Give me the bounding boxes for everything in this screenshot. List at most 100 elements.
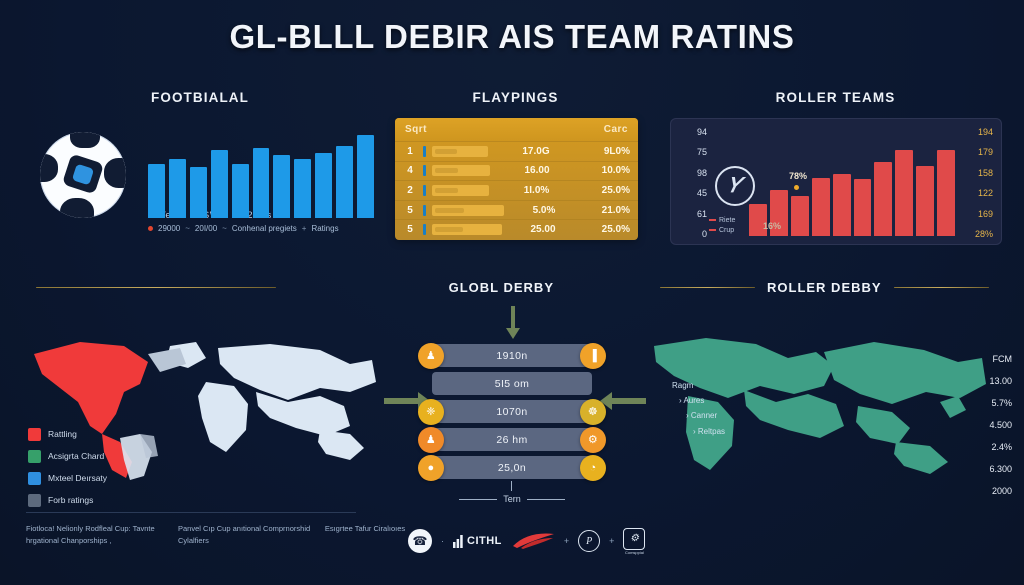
world-map-ratings (20, 330, 380, 480)
laurel-wreath-icon[interactable]: ❈ (418, 398, 444, 425)
football-bar-1 (168, 158, 186, 218)
section-label-roller-debby: ROLLER DEBBY (767, 280, 882, 295)
divider-rd-right (893, 286, 989, 289)
unreal-u-logo: 𝛶 (715, 166, 755, 206)
logo-caption: Comsppial (624, 549, 644, 555)
table-row[interactable]: 2 1I.0% 25.0% (395, 180, 638, 200)
roller-axis-right: 194 179 158 122 169 28% (963, 127, 993, 239)
roller-teams-panel: ROLLER TEAMS 94 75 98 45 61 0 194 179 158 122 169… (658, 90, 1013, 248)
row-tick (423, 165, 426, 177)
row-pct: 25.0% (601, 224, 630, 236)
axis-left-tick-4: 61 (696, 208, 707, 219)
center-stack-row[interactable]: ♟ 26 hm ⚙ (418, 426, 606, 453)
football-bar-10 (357, 135, 374, 218)
globe-icon[interactable]: ◔ (580, 454, 606, 481)
footer-col-1: Panvel Cıp Cup anıtional Comprnorshid Cy… (178, 524, 311, 546)
row-pct: 21.0% (601, 204, 630, 216)
map-pin-icon[interactable]: ● (418, 454, 444, 481)
page-title: GL-BLLL DEBIR AIS TEAM RATINS (229, 18, 795, 55)
legend-label: Acsigrta Chard (48, 451, 105, 462)
row-bar (432, 165, 490, 177)
roller-teams-chart: 94 75 98 45 61 0 194 179 158 122 169 28% 𝛶 Riete C… (670, 118, 1002, 245)
roller-bar-5 (853, 179, 872, 236)
roller-bar-2 (790, 196, 809, 236)
axis-right-tick-1: 179 (977, 147, 993, 158)
divider-left (36, 286, 276, 289)
roller-annotation-high: 78% (789, 171, 808, 181)
table-row[interactable]: 1 17.0G 9L0% (395, 141, 638, 161)
football-heading: FOOTBIALAL (151, 90, 249, 105)
tern-axis-label: Tern (432, 494, 592, 504)
row-value: 16.00 (524, 165, 550, 177)
axis-right-tick-5: 28% (974, 228, 993, 239)
center-stack-row[interactable]: ● 25,0n ◔ (418, 454, 606, 481)
axis-right-tick-0: 194 (977, 127, 993, 137)
row-rank: 4 (407, 165, 413, 177)
soccer-ball-icon (40, 132, 126, 218)
row-value: 5.0% (532, 204, 556, 216)
flaypings-panel: FLAYPINGS Sqrt Carc 1 17.0G 9L0% 4 16.00 10.0… (383, 90, 648, 245)
football-bar-4 (231, 164, 249, 218)
row-tick (423, 145, 426, 157)
center-metric-stack: ♟ 1910n ▐ 5I5 om ❈ 1070n ☸ ♟ 26 hm ⚙ ● 25,0n ◔ (418, 342, 606, 484)
right-map-value-2: 5.7% (991, 398, 1012, 409)
row-bar (432, 204, 504, 216)
football-bar-9 (336, 146, 354, 218)
row-bar (432, 224, 502, 236)
football-bar-6 (273, 155, 291, 218)
center-stack-row[interactable]: ♟ 1910n ▐ (418, 342, 606, 369)
axis-right-tick-4: 169 (977, 208, 993, 219)
right-map-values: FCM 13.00 5.7% 4.500 2.4% 6.300 2000 (989, 348, 1012, 502)
right-map-value-0: FCM (992, 354, 1013, 364)
gear-seal-block: ⚙ Comsppial (623, 527, 646, 555)
emblem-icon[interactable]: ☸ (580, 398, 606, 425)
separator-plus-2: + (609, 536, 615, 546)
football-bar-chart (148, 128, 374, 218)
center-stack-row[interactable]: ❈ 1070n ☸ (418, 398, 606, 425)
right-map-label-0: Ragm (672, 381, 694, 390)
legend-dash-2: ~ (222, 224, 227, 233)
tern-line-right (526, 499, 565, 501)
flaypings-table[interactable]: Sqrt Carc 1 17.0G 9L0% 4 16.00 10.0% 2 1I.0% 25.… (395, 118, 638, 240)
center-stack-row[interactable]: 5I5 om (432, 372, 592, 395)
roller-bar-series (749, 136, 956, 236)
map-legend-item: Acsigrta Chard (28, 450, 107, 463)
table-row[interactable]: 4 16.00 10.0% (395, 160, 638, 181)
right-map-label-3: › Reltpas (693, 426, 726, 436)
person-badge-icon[interactable]: ♟ (418, 426, 444, 453)
trophy-icon[interactable]: ♟ (418, 342, 444, 369)
legend-label: Forb ratings (48, 495, 94, 506)
football-legend: 29000 ~ 20I/00 ~ Conhenal pregiets + Rat… (148, 224, 388, 233)
cithl-text: CITHL (467, 535, 502, 547)
axis-left-tick-3: 45 (696, 188, 707, 199)
cithl-wordmark: CITHL (453, 534, 502, 548)
section-global-derby: GLOBL DERBY (36, 280, 636, 295)
roller-teams-heading: ROLLER TEAMS (775, 90, 896, 105)
football-legend-1: 20I/00 (194, 224, 218, 233)
row-bar (432, 145, 488, 157)
row-pct: 9L0% (603, 145, 630, 157)
legend-swatch (28, 450, 41, 463)
footer-divider (26, 512, 356, 513)
footer-col-2: Esıgrtee Tafur Ciralıoıes (324, 524, 406, 533)
table-row[interactable]: 5 25.00 25.0% (395, 219, 638, 239)
football-legend-3: Ratings (311, 224, 339, 233)
flaypings-heading: FLAYPINGS (472, 90, 559, 105)
france-flag-icon[interactable]: ▐ (580, 342, 606, 369)
right-map-label-2: › Canner (686, 411, 718, 421)
tern-line-left (459, 499, 498, 501)
table-col-carc: Carc (603, 124, 628, 135)
swoosh-icon (511, 532, 555, 550)
roller-bar-0 (749, 204, 767, 236)
section-roller-debby: ROLLER DEBBY (660, 280, 1000, 295)
gear-icon[interactable]: ⚙ (580, 426, 606, 453)
football-legend-2: Conhenal pregiets (231, 224, 297, 233)
tern-tick (511, 481, 512, 491)
gear-seal-icon: ⚙ (623, 527, 646, 550)
roller-bar-6 (874, 162, 893, 236)
axis-right-tick-3: 122 (977, 188, 993, 199)
center-stack-value: 1070n (496, 405, 528, 418)
roller-bar-1 (769, 190, 788, 236)
table-row[interactable]: 5 5.0% 21.0% (395, 199, 638, 220)
legend-label: Rattling (48, 429, 77, 440)
